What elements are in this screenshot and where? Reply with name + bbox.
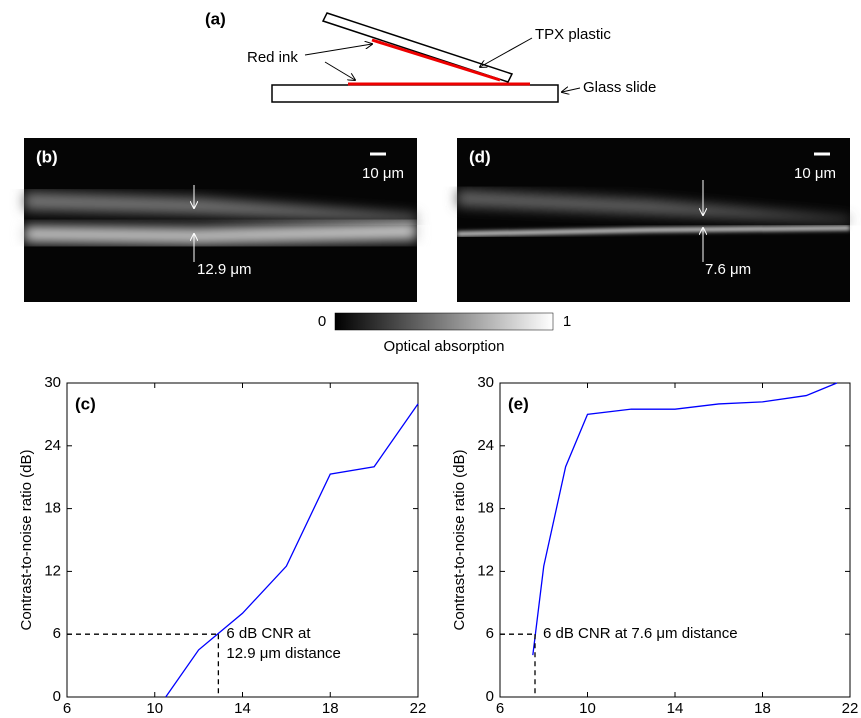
x-tick-label: 14 — [667, 700, 684, 717]
annotation: 6 dB CNR at — [226, 625, 311, 642]
x-tick-label: 22 — [410, 700, 427, 717]
image-d: (d) 10 μm 7.6 μm — [457, 138, 850, 302]
chart: 0612182430610141822Distance (μm)Contrast… — [451, 374, 858, 718]
annotation: 6 dB CNR at 7.6 μm distance — [543, 625, 738, 642]
y-axis-label: Contrast-to-noise ratio (dB) — [451, 450, 468, 631]
x-tick-label: 14 — [234, 700, 251, 717]
y-axis-label: Contrast-to-noise ratio (dB) — [18, 450, 35, 631]
y-tick-label: 12 — [477, 562, 494, 579]
x-tick-label: 18 — [754, 700, 771, 717]
colorbar-label: Optical absorption — [384, 338, 505, 355]
panel-label: (c) — [75, 394, 96, 413]
x-tick-label: 18 — [322, 700, 339, 717]
data-line — [165, 403, 419, 698]
y-tick-label: 24 — [477, 437, 494, 454]
x-tick-label: 6 — [496, 700, 504, 717]
plot-area — [499, 382, 851, 698]
x-tick-label: 6 — [63, 700, 71, 717]
panel-label: (d) — [469, 147, 491, 166]
diagram: (a) Red ink TPX plastic Glass slide — [205, 9, 656, 103]
y-tick-label: 12 — [44, 562, 61, 579]
y-tick-label: 18 — [477, 500, 494, 517]
x-tick-label: 10 — [579, 700, 596, 717]
label: TPX plastic — [535, 26, 611, 43]
x-tick-label: 10 — [146, 700, 163, 717]
colorbar-max: 1 — [563, 313, 571, 330]
label: Glass slide — [583, 79, 656, 96]
y-tick-label: 24 — [44, 437, 61, 454]
width-label: 12.9 μm — [197, 261, 252, 278]
colorbar: 0 1 Optical absorption — [318, 312, 571, 355]
panel-label: (e) — [508, 394, 529, 413]
y-tick-label: 30 — [44, 374, 61, 391]
colorbar-min: 0 — [318, 313, 326, 330]
panel-label: (a) — [205, 9, 226, 28]
y-tick-label: 30 — [477, 374, 494, 391]
y-tick-label: 18 — [44, 500, 61, 517]
y-tick-label: 0 — [53, 688, 61, 705]
y-tick-label: 6 — [53, 625, 61, 642]
y-tick-label: 0 — [486, 688, 494, 705]
label: Red ink — [247, 49, 298, 66]
width-label: 7.6 μm — [705, 261, 751, 278]
chart: 0612182430610141822Distance (μm)Contrast… — [18, 374, 426, 718]
y-tick-label: 6 — [486, 625, 494, 642]
scale-label: 10 μm — [794, 165, 836, 182]
panel-label: (b) — [36, 147, 58, 166]
x-tick-label: 22 — [842, 700, 859, 717]
scale-label: 10 μm — [362, 165, 404, 182]
image-b: (b) 10 μm 12.9 μm — [24, 138, 417, 302]
annotation: 12.9 μm distance — [226, 645, 341, 662]
data-line — [532, 382, 838, 656]
